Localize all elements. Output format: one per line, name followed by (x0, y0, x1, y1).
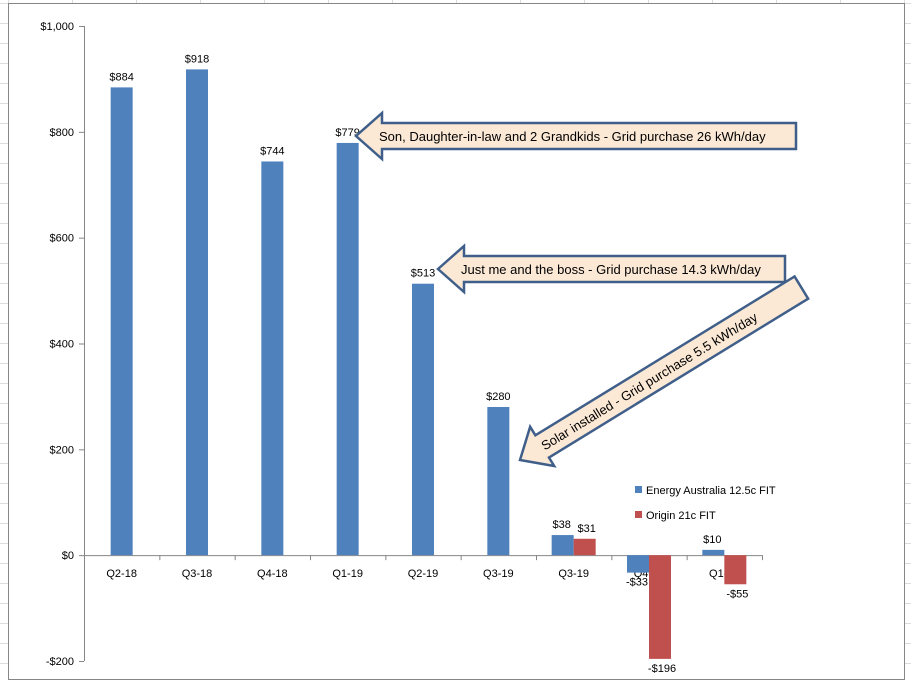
x-tick-label: Q2-19 (408, 568, 439, 580)
bar-series-2 (649, 555, 671, 659)
bar-series-1 (110, 87, 133, 556)
x-tick-label: Q4-18 (257, 568, 288, 580)
y-tick-label: -$200 (46, 656, 74, 668)
bar-series-1 (412, 283, 434, 556)
bar-series-1 (261, 161, 284, 556)
bar-series-1 (627, 555, 649, 573)
chart-area[interactable] (8, 3, 905, 680)
data-label: -$55 (726, 588, 748, 600)
callout-arrow-shape (354, 110, 798, 162)
x-tick-label: Q3-18 (182, 568, 213, 580)
data-label: $38 (552, 519, 570, 531)
callout-arrow-shape (518, 274, 810, 468)
bar-series-1 (186, 69, 208, 556)
bar-series-1 (336, 142, 359, 556)
data-label: $779 (335, 127, 359, 139)
callout-arrow-shape (436, 243, 787, 295)
callout-text: Just me and the boss - Grid purchase 14.… (461, 262, 761, 277)
data-label: $744 (260, 145, 284, 157)
y-tick-label: $200 (50, 444, 74, 456)
annotation-callout-1: Son, Daughter-in-law and 2 Grandkids - G… (354, 110, 798, 162)
x-tick-label: Q3-19 (483, 568, 514, 580)
bar-series-1 (702, 549, 725, 556)
x-tick-label: Q2-18 (106, 568, 137, 580)
legend-label: Origin 21c FIT (646, 510, 716, 522)
legend-swatch (635, 511, 642, 518)
data-label: $918 (185, 53, 209, 65)
y-tick-label: $800 (50, 127, 74, 139)
data-label: $10 (703, 534, 721, 546)
data-label: $31 (577, 523, 595, 535)
annotation-callout-3: Solar installed - Grid purchase 5.5 kWh/… (518, 274, 810, 468)
x-tick-label: Q1-19 (332, 568, 363, 580)
callout-text: Son, Daughter-in-law and 2 Grandkids - G… (379, 129, 766, 144)
data-label: $513 (411, 268, 435, 280)
data-label: $884 (109, 71, 133, 83)
data-label: -$33 (626, 577, 648, 589)
legend-swatch (635, 486, 642, 493)
y-tick-label: $400 (50, 339, 74, 351)
bar-series-1 (551, 535, 574, 556)
y-tick-label: $0 (62, 550, 74, 562)
y-tick-label: $600 (50, 233, 74, 245)
x-tick-label: Q3-19 (558, 568, 589, 580)
annotation-callout-2: Just me and the boss - Grid purchase 14.… (436, 243, 787, 295)
bar-series-2 (573, 538, 596, 556)
data-label: $280 (486, 391, 510, 403)
legend-label: Energy Australia 12.5c FIT (646, 485, 776, 497)
y-tick-label: $1,000 (40, 21, 74, 33)
bar-series-2 (724, 555, 747, 585)
data-label: -$196 (648, 663, 676, 675)
bar-series-1 (487, 407, 510, 556)
callout-text: Solar installed - Grid purchase 5.5 kWh/… (539, 309, 761, 453)
